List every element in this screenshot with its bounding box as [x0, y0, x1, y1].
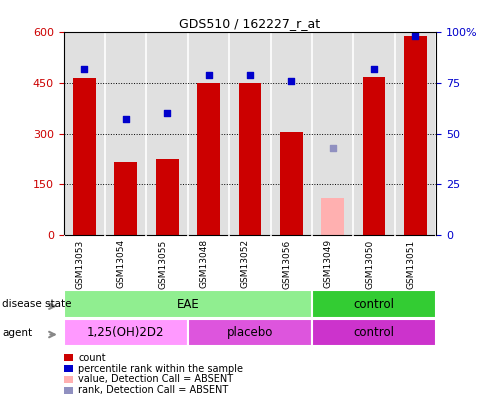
Text: count: count	[78, 353, 106, 362]
Text: EAE: EAE	[176, 298, 199, 311]
Bar	[404, 36, 427, 235]
Point	[80, 66, 88, 72]
Bar	[156, 159, 178, 235]
Point	[329, 145, 337, 151]
Text: value, Detection Call = ABSENT: value, Detection Call = ABSENT	[78, 375, 234, 384]
Text: agent: agent	[2, 328, 32, 337]
Text: GSM13049: GSM13049	[324, 239, 333, 288]
Point	[412, 33, 419, 40]
Text: GSM13052: GSM13052	[241, 239, 250, 288]
Point	[287, 78, 295, 84]
Point	[163, 110, 171, 117]
Text: GSM13055: GSM13055	[158, 239, 167, 288]
Text: control: control	[353, 326, 394, 339]
Text: disease state: disease state	[2, 299, 72, 309]
Bar	[64, 290, 312, 318]
Text: GSM13051: GSM13051	[406, 239, 416, 288]
Text: GSM13050: GSM13050	[365, 239, 374, 288]
Point	[246, 72, 254, 78]
Bar	[321, 198, 344, 235]
Bar	[280, 132, 303, 235]
Text: placebo: placebo	[227, 326, 273, 339]
Text: 1,25(OH)2D2: 1,25(OH)2D2	[87, 326, 165, 339]
Point	[370, 66, 378, 72]
Point	[122, 116, 130, 123]
Text: GSM13053: GSM13053	[75, 239, 84, 288]
Text: GSM13056: GSM13056	[282, 239, 291, 288]
Point	[205, 72, 213, 78]
Text: GSM13054: GSM13054	[117, 239, 126, 288]
Bar	[312, 319, 436, 346]
Text: control: control	[353, 298, 394, 311]
Bar	[114, 162, 137, 235]
Bar	[197, 83, 220, 235]
Bar	[363, 77, 386, 235]
Title: GDS510 / 162227_r_at: GDS510 / 162227_r_at	[179, 17, 320, 30]
Bar	[239, 83, 261, 235]
Bar	[64, 319, 188, 346]
Text: GSM13048: GSM13048	[199, 239, 209, 288]
Text: percentile rank within the sample: percentile rank within the sample	[78, 364, 244, 373]
Bar	[312, 290, 436, 318]
Bar	[73, 78, 96, 235]
Bar	[188, 319, 312, 346]
Text: rank, Detection Call = ABSENT: rank, Detection Call = ABSENT	[78, 386, 229, 395]
